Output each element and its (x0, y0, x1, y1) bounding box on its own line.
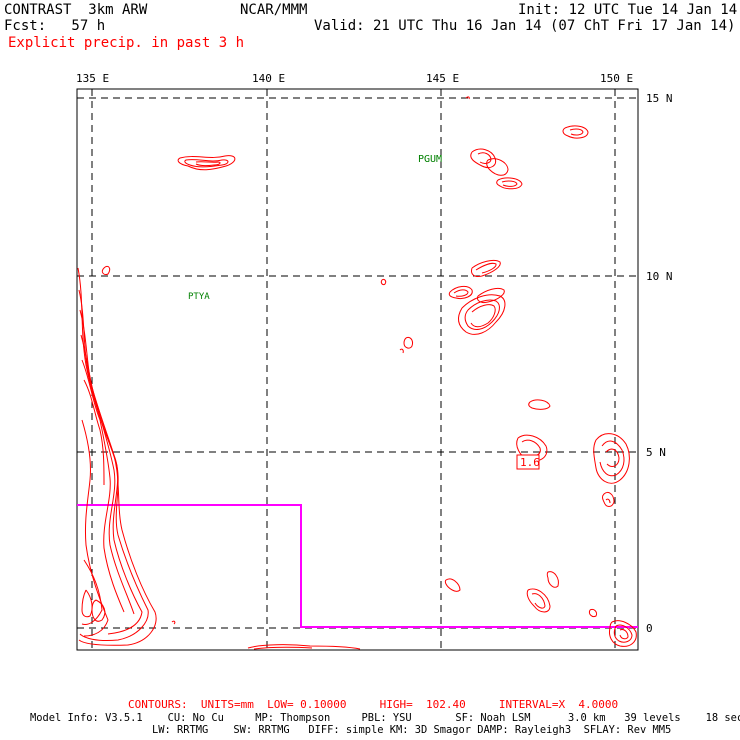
forecast-hour: Fcst: 57 h (4, 18, 106, 34)
lat-label-5: 5 N (646, 446, 666, 459)
lat-label-0: 0 (646, 622, 653, 635)
lat-label-10: 10 N (646, 270, 673, 283)
station-pgum: PGUM (418, 154, 442, 165)
lon-label-145: 145 E (426, 72, 459, 85)
model-info-line-2: LW: RRTMG SW: RRTMG DIFF: simple KM: 3D … (152, 724, 672, 736)
map-frame (76, 88, 639, 651)
valid-time: Valid: 21 UTC Thu 16 Jan 14 (07 ChT Fri … (314, 18, 736, 34)
precip-contours (77, 96, 637, 650)
org-label: NCAR/MMM (240, 2, 308, 18)
contour-info: CONTOURS: UNITS=mm LOW= 0.10000 HIGH= 10… (128, 698, 619, 711)
model-info-line-1: Model Info: V3.5.1 CU: No Cu MP: Thompso… (30, 712, 740, 724)
station-ptya: PTYA (188, 292, 210, 302)
init-time: Init: 12 UTC Tue 14 Jan 14 (518, 2, 738, 18)
lat-label-15: 15 N (646, 92, 673, 105)
lon-label-150: 150 E (600, 72, 633, 85)
lon-label-140: 140 E (252, 72, 285, 85)
model-title: CONTRAST 3km ARW (4, 2, 148, 18)
field-title: Explicit precip. in past 3 h (8, 35, 245, 51)
nested-domain-boundary (77, 504, 638, 628)
graticule (77, 89, 638, 650)
max-value-box (516, 454, 540, 470)
lon-label-135: 135 E (76, 72, 109, 85)
max-value-label: 1.6 (520, 456, 540, 469)
